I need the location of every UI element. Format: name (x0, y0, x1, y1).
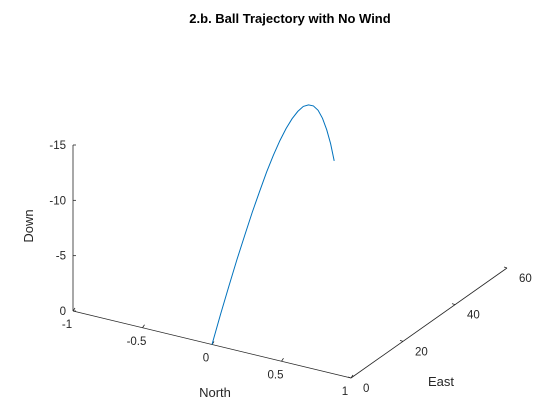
north-axis-label: North (199, 385, 231, 400)
east-tick-label: 60 (519, 273, 532, 285)
down-tick-label: -15 (49, 140, 66, 152)
east-tick (399, 339, 404, 342)
north-tick-label: -0.5 (127, 336, 147, 348)
north-tick-label: -1 (62, 319, 72, 331)
east-tick-label: 40 (467, 310, 480, 322)
down-tick-label: -5 (56, 251, 66, 263)
tick-labels: -1 -0.5 0 0.5 1 0 20 40 60 0 -5 -10 -15 (49, 140, 531, 398)
down-axis-label: Down (21, 209, 36, 242)
north-tick (72, 307, 76, 312)
east-tick-label: 20 (415, 346, 428, 358)
east-tick (503, 266, 508, 269)
chart-title: 2.b. Ball Trajectory with No Wind (189, 11, 390, 26)
north-tick-label: 0 (203, 353, 209, 365)
north-tick-label: 0.5 (268, 369, 284, 381)
trajectory-line (211, 104, 335, 345)
down-tick-label: 0 (60, 306, 66, 318)
down-tick-label: -10 (49, 195, 66, 207)
north-tick (142, 324, 145, 328)
north-tick (350, 374, 354, 379)
east-axis-line (350, 267, 508, 379)
east-tick (347, 376, 352, 379)
series-group (211, 104, 335, 345)
north-tick (281, 358, 284, 362)
north-tick-label: 1 (342, 386, 348, 398)
east-axis-label: East (428, 374, 454, 389)
east-tick-label: 0 (363, 383, 369, 395)
east-tick (451, 303, 456, 306)
